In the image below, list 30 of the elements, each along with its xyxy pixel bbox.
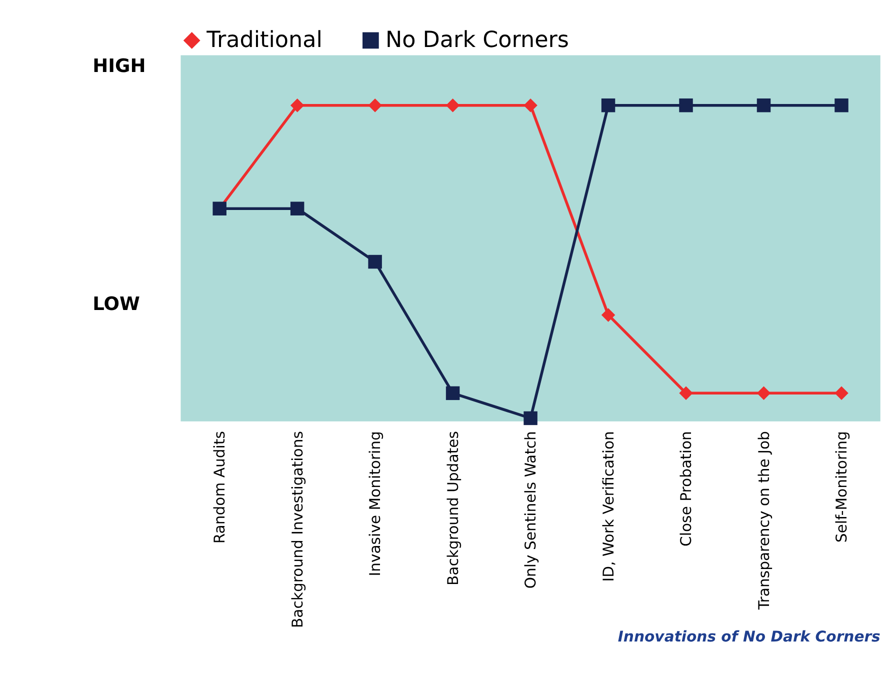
point: [601, 308, 616, 322]
x-tick-label: Random Audits: [212, 431, 229, 544]
point: [679, 98, 693, 112]
point: [290, 98, 304, 112]
text: HIGH: [92, 56, 146, 77]
point: [524, 98, 538, 112]
point: [446, 386, 460, 400]
x-tick-label: Transparency on the Job: [756, 431, 773, 611]
legend-label: No Dark Corners: [386, 26, 570, 53]
point: [834, 386, 848, 400]
x-tick-label: Background Investigations: [289, 431, 306, 628]
point: [368, 98, 382, 112]
x-tick-label: Self-Monitoring: [834, 431, 851, 543]
point: [601, 98, 616, 112]
point: [679, 386, 693, 400]
x-tick-label: ID, Work Verification: [600, 431, 618, 582]
x-tick-label: Background Updates: [444, 431, 462, 586]
x-tick-label: Only Sentinels Watch: [522, 431, 540, 589]
legend-label: Traditional: [206, 26, 322, 53]
point: [756, 98, 771, 112]
point: [834, 98, 848, 112]
text: LOW: [92, 294, 140, 315]
point: [524, 411, 538, 426]
x-tick-label: Close Probation: [678, 431, 696, 546]
point: [290, 202, 304, 216]
point: [446, 98, 460, 112]
x-tick-label: Invasive Monitoring: [367, 431, 384, 576]
point: [756, 386, 771, 400]
text: Innovations of No Dark Corners: [618, 628, 881, 646]
point: [368, 254, 382, 269]
